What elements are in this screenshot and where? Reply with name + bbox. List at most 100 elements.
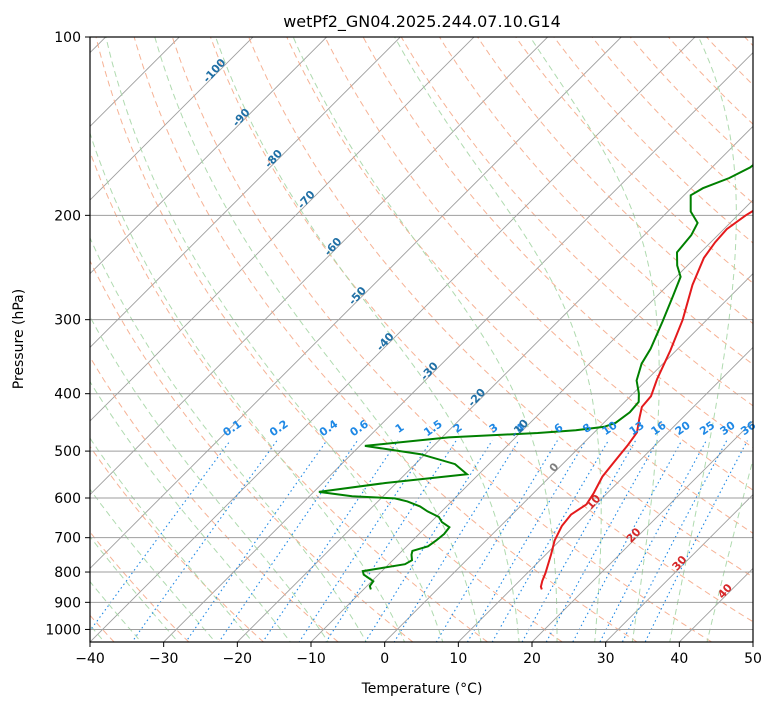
dry-adiabat-line [324, 37, 753, 491]
isotherm-line [90, 37, 549, 496]
dry-adiabat-line [286, 37, 753, 534]
dry-adiabat-label: -30 [418, 359, 441, 383]
mixing-ratio-label: 13 [627, 419, 647, 438]
mixing-ratio-line [491, 440, 609, 642]
dry-adiabat-line [705, 37, 753, 86]
y-tick-label: 400 [54, 387, 81, 403]
mixing-ratio-line [298, 440, 432, 642]
moist-adiabat-line [90, 535, 179, 642]
dry-adiabat-line [476, 37, 753, 325]
isotherm-line [531, 420, 753, 642]
moist-adiabat-line [90, 488, 216, 642]
mixing-ratio-label: 1.5 [421, 417, 444, 439]
isotherm-line [90, 37, 475, 422]
mixing-ratio-label: 1 [393, 421, 407, 436]
isotherm-line [163, 52, 753, 642]
dry-adiabat-line [362, 37, 753, 449]
mixing-ratio-line [325, 440, 457, 642]
dry-adiabat-line [553, 37, 753, 244]
mixing-ratio-line [218, 440, 358, 642]
y-tick-label: 100 [54, 30, 81, 46]
dry-adiabat-line [133, 37, 638, 642]
mixing-ratio-label: 30 [718, 418, 738, 438]
x-axis-label: Temperature (°C) [361, 681, 483, 697]
dry-adiabat-label: -20 [465, 386, 488, 410]
mixing-ratio-line [131, 440, 278, 642]
dry-adiabat-line [667, 37, 753, 125]
x-tick-label: 50 [744, 651, 762, 667]
moist-adiabat-line [90, 315, 329, 642]
mixing-ratio-label: 3 [487, 421, 501, 436]
dry-adiabat-line [90, 150, 488, 642]
dry-adiabat-line [90, 356, 339, 642]
mixing-ratio-line [521, 440, 637, 642]
mixing-ratio-line [185, 440, 328, 642]
mixing-ratio-line [599, 440, 707, 642]
isotherm-line [90, 37, 401, 348]
grid-lines [90, 36, 753, 630]
y-tick-label: 300 [54, 313, 81, 329]
moist-adiabat-line [215, 37, 520, 642]
mixing-ratio-label: 36 [738, 418, 758, 438]
isotherm-line [90, 37, 696, 642]
isotherm-line [605, 494, 753, 642]
y-tick-label: 900 [54, 595, 81, 611]
mixing-ratio-line [545, 440, 659, 642]
mixing-ratio-label: 25 [697, 419, 717, 438]
dry-adiabat-line [248, 37, 753, 578]
isotherm-line [90, 37, 254, 201]
y-tick-label: 700 [54, 531, 81, 547]
dry-adiabat-label: -50 [346, 284, 369, 308]
mixing-ratio-line [393, 440, 520, 642]
moist-adiabat-line [669, 37, 737, 642]
line-labels: 0.1 0.2 0.4 0.6 1 1.5 2 3 4 6 8 10 13 16 20 25 30 36-100-… [200, 56, 758, 601]
mixing-ratio-label: 16 [649, 418, 669, 438]
y-tick-label: 200 [54, 208, 81, 224]
y-tick-label: 800 [54, 565, 81, 581]
y-tick-label: 1000 [45, 622, 81, 638]
y-tick-label: 600 [54, 491, 81, 507]
x-tick-label: −20 [223, 651, 253, 667]
isotherm-line [384, 273, 753, 642]
y-tick-label: 500 [54, 444, 81, 460]
dry-adiabat-line [90, 259, 414, 642]
dry-adiabat-label: -70 [295, 188, 318, 212]
mixing-ratio-label: 0.4 [317, 417, 341, 439]
isotherm-line [752, 641, 753, 642]
mixing-ratio-line [90, 440, 231, 632]
mixing-ratio-line [262, 440, 399, 642]
mixing-ratio-line [572, 440, 683, 642]
x-tick-label: 40 [670, 651, 688, 667]
dewpoint-line [318, 163, 753, 590]
dry-adiabat-label: 40 [715, 581, 735, 601]
mixing-ratio-line [621, 440, 728, 642]
dry-adiabat-line [515, 37, 753, 284]
mixing-ratio-label: 2 [451, 421, 465, 436]
isotherm-line [90, 37, 328, 275]
moist-adiabat-line [90, 236, 367, 642]
dry-adiabat-label: 10 [583, 492, 603, 512]
dry-adiabat-line [400, 37, 753, 407]
mixing-ratio-line [644, 440, 748, 642]
dry-adiabat-label: 20 [624, 525, 644, 545]
moist-adiabat-line [90, 437, 254, 642]
x-tick-label: −40 [75, 651, 105, 667]
moist-adiabat-line [292, 37, 558, 642]
x-tick-label: 10 [449, 651, 467, 667]
isotherm-line [0, 10, 59, 654]
mixing-ratio-label: 6 [552, 421, 566, 436]
background-lines [0, 10, 775, 654]
moist-adiabat-line [154, 37, 482, 642]
dry-adiabat-line [171, 37, 712, 642]
moist-adiabat-line [706, 457, 753, 642]
plot-frame [89, 36, 754, 643]
dry-adiabat-label: -60 [322, 235, 345, 259]
dry-adiabat-label: -40 [374, 330, 397, 354]
series-layer [318, 163, 753, 590]
dry-adiabat-line [770, 24, 775, 642]
isotherm-line [90, 37, 180, 127]
isotherm-line [310, 199, 753, 642]
moist-adiabat-line [90, 380, 291, 642]
dry-adiabat-line [629, 37, 753, 165]
